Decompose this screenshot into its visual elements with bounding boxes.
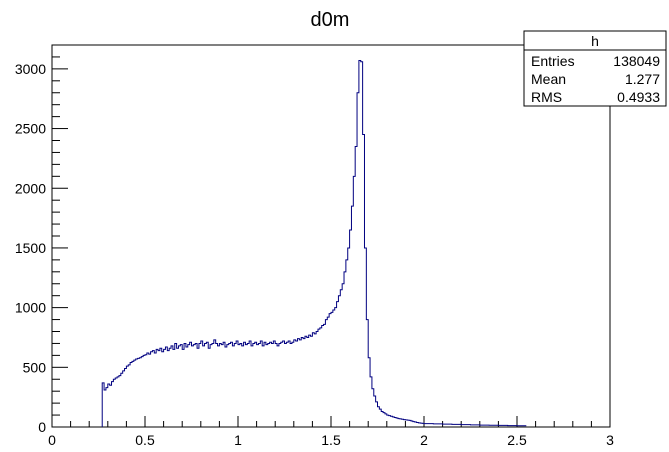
x-tick-label: 1 xyxy=(234,432,242,448)
stats-entries-label: Entries xyxy=(531,53,575,69)
stats-mean-label: Mean xyxy=(531,71,566,87)
x-tick-label: 3 xyxy=(606,432,614,448)
stats-rms-label: RMS xyxy=(531,89,562,105)
y-tick-label: 1000 xyxy=(15,300,46,316)
y-tick-label: 500 xyxy=(23,359,47,375)
x-tick-label: 0.5 xyxy=(135,432,155,448)
x-tick-label: 2.5 xyxy=(507,432,527,448)
y-tick-label: 3000 xyxy=(15,61,46,77)
x-tick-label: 2 xyxy=(420,432,428,448)
y-tick-label: 1500 xyxy=(15,240,46,256)
stats-rms-value: 0.4933 xyxy=(617,89,660,105)
stats-entries-value: 138049 xyxy=(613,53,660,69)
stats-mean-value: 1.277 xyxy=(625,71,660,87)
x-tick-label: 1.5 xyxy=(321,432,341,448)
chart-title: d0m xyxy=(311,9,350,31)
stats-box: h Entries 138049 Mean 1.277 RMS 0.4933 xyxy=(523,30,667,107)
x-tick-label: 0 xyxy=(48,432,56,448)
stats-box-frame xyxy=(523,30,667,107)
histogram-line xyxy=(101,60,527,427)
stats-name: h xyxy=(591,33,599,49)
y-tick-label: 0 xyxy=(38,419,46,435)
y-tick-label: 2000 xyxy=(15,180,46,196)
y-tick-label: 2500 xyxy=(15,121,46,137)
